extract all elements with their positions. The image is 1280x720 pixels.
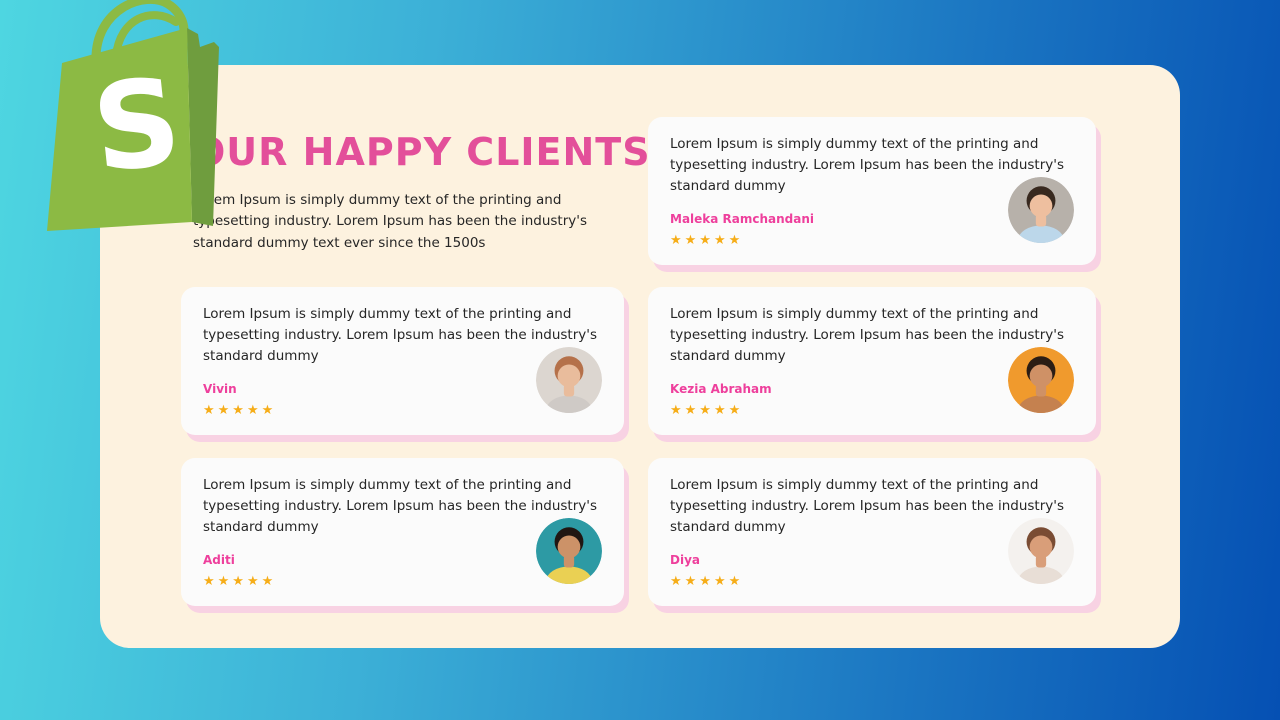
testimonial-text: Lorem Ipsum is simply dummy text of the …	[670, 136, 1065, 194]
testimonial-card: Lorem Ipsum is simply dummy text of the …	[181, 458, 624, 606]
testimonial-card: Lorem Ipsum is simply dummy text of the …	[648, 117, 1096, 265]
star-rating: ★★★★★	[670, 232, 744, 248]
client-avatar	[1008, 518, 1074, 584]
star-rating: ★★★★★	[203, 573, 277, 589]
testimonial-text: Lorem Ipsum is simply dummy text of the …	[203, 477, 598, 535]
client-name: Maleka Ramchandani	[670, 211, 815, 226]
star-rating: ★★★★★	[203, 402, 277, 418]
testimonial-card: Lorem Ipsum is simply dummy text of the …	[181, 287, 624, 435]
client-name: Kezia Abraham	[670, 381, 772, 396]
testimonial-text: Lorem Ipsum is simply dummy text of the …	[670, 306, 1065, 364]
shopify-letter: S	[87, 53, 187, 200]
star-rating: ★★★★★	[670, 573, 744, 589]
client-name: Aditi	[203, 552, 235, 567]
section-subtitle: Lorem Ipsum is simply dummy text of the …	[193, 191, 588, 251]
star-rating: ★★★★★	[670, 402, 744, 418]
shopify-bag-icon: S	[47, 0, 219, 231]
client-avatar	[1008, 177, 1074, 243]
client-avatar	[1008, 347, 1074, 413]
testimonial-card: Lorem Ipsum is simply dummy text of the …	[648, 458, 1096, 606]
client-avatar	[536, 518, 602, 584]
client-name: Vivin	[203, 381, 237, 396]
testimonial-text: Lorem Ipsum is simply dummy text of the …	[670, 477, 1065, 535]
testimonial-card: Lorem Ipsum is simply dummy text of the …	[648, 287, 1096, 435]
client-avatar	[536, 347, 602, 413]
main-panel: OUR HAPPY CLIENTS Lorem Ipsum is simply …	[100, 65, 1180, 648]
testimonial-text: Lorem Ipsum is simply dummy text of the …	[203, 306, 598, 364]
page-title: OUR HAPPY CLIENTS	[193, 130, 651, 174]
client-name: Diya	[670, 552, 700, 567]
section-header: OUR HAPPY CLIENTS Lorem Ipsum is simply …	[193, 130, 651, 254]
